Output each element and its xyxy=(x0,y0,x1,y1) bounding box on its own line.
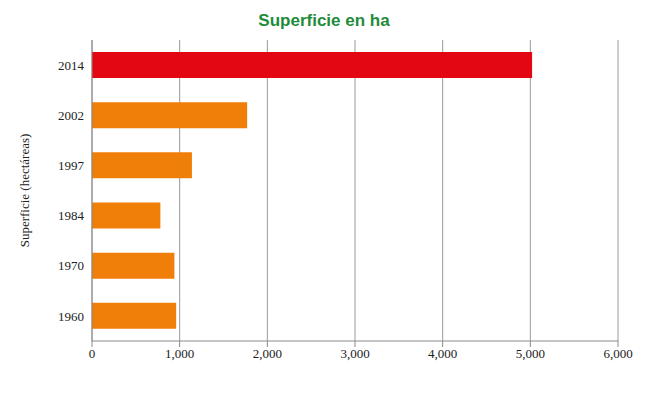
svg-text:2002: 2002 xyxy=(58,108,84,123)
svg-text:2014: 2014 xyxy=(58,58,85,73)
svg-text:6,000: 6,000 xyxy=(603,346,632,361)
svg-text:1960: 1960 xyxy=(58,309,84,324)
svg-text:4,000: 4,000 xyxy=(428,346,457,361)
svg-text:5,000: 5,000 xyxy=(516,346,545,361)
svg-text:1984: 1984 xyxy=(58,208,85,223)
svg-text:0: 0 xyxy=(89,346,96,361)
svg-text:1,000: 1,000 xyxy=(165,346,194,361)
html-text:Superficie en ha: Superficie en ha xyxy=(258,11,390,30)
svg-text:1997: 1997 xyxy=(58,158,85,173)
svg-text:Superficie (hectáreas): Superficie (hectáreas) xyxy=(17,134,32,248)
svg-text:2,000: 2,000 xyxy=(253,346,282,361)
svg-text:3,000: 3,000 xyxy=(340,346,369,361)
svg-text:1970: 1970 xyxy=(58,258,84,273)
